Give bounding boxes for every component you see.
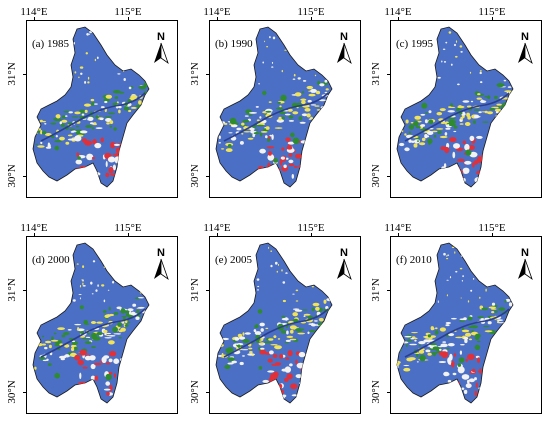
tick-mark xyxy=(217,233,218,237)
land-use-map xyxy=(396,242,514,404)
panel-label: (f) 2010 xyxy=(396,254,432,266)
river-line xyxy=(404,308,510,358)
tick-mark xyxy=(34,17,35,21)
tick-mark xyxy=(398,17,399,21)
land-use-map xyxy=(32,26,150,188)
land-use-map xyxy=(32,242,150,404)
north-arrow-label: N xyxy=(157,247,165,259)
latitude-label: 30°N xyxy=(6,164,18,188)
region-boundary xyxy=(396,242,514,404)
north-arrow-icon: N xyxy=(152,30,170,66)
longitude-label: 115°E xyxy=(478,6,506,18)
river-line xyxy=(40,92,146,142)
tick-mark xyxy=(128,17,129,21)
map-panel: 114°E 115°E 31°N 30°N (d) 2000 N xyxy=(6,222,182,415)
tick-mark xyxy=(387,176,391,177)
tick-mark xyxy=(34,233,35,237)
tick-mark xyxy=(206,74,210,75)
north-arrow-icon: N xyxy=(335,30,353,66)
region-boundary xyxy=(32,242,150,404)
latitude-label: 31°N xyxy=(370,278,382,302)
north-arrow-label: N xyxy=(157,31,165,43)
north-arrow-label: N xyxy=(521,247,529,259)
tick-mark xyxy=(311,17,312,21)
region-boundary xyxy=(32,26,150,188)
tick-mark xyxy=(492,233,493,237)
tick-mark xyxy=(206,176,210,177)
latitude-label: 31°N xyxy=(189,278,201,302)
tick-mark xyxy=(23,74,27,75)
river-line xyxy=(40,308,146,358)
north-arrow-icon: N xyxy=(152,246,170,282)
north-arrow-icon: N xyxy=(516,246,534,282)
region-boundary xyxy=(396,26,514,188)
river-line xyxy=(404,92,510,142)
longitude-label: 115°E xyxy=(114,6,142,18)
longitude-label: 115°E xyxy=(114,222,142,234)
latitude-label: 30°N xyxy=(370,380,382,404)
longitude-label: 114°E xyxy=(20,6,48,18)
tick-mark xyxy=(217,17,218,21)
north-arrow-label: N xyxy=(521,31,529,43)
north-arrow-icon: N xyxy=(516,30,534,66)
map-panel: 114°E 115°E 31°N 30°N (a) 1985 N xyxy=(6,6,182,199)
latitude-label: 30°N xyxy=(370,164,382,188)
river-line xyxy=(223,308,329,358)
longitude-label: 114°E xyxy=(203,222,231,234)
tick-mark xyxy=(23,176,27,177)
north-arrow-icon: N xyxy=(335,246,353,282)
tick-mark xyxy=(206,290,210,291)
latitude-label: 30°N xyxy=(6,380,18,404)
tick-mark xyxy=(387,290,391,291)
tick-mark xyxy=(398,233,399,237)
longitude-label: 114°E xyxy=(384,6,412,18)
panel-label: (b) 1990 xyxy=(215,38,253,50)
longitude-label: 114°E xyxy=(384,222,412,234)
longitude-label: 115°E xyxy=(478,222,506,234)
tick-mark xyxy=(387,74,391,75)
latitude-label: 31°N xyxy=(189,62,201,86)
longitude-label: 114°E xyxy=(203,6,231,18)
latitude-label: 31°N xyxy=(6,62,18,86)
tick-mark xyxy=(128,233,129,237)
land-use-map xyxy=(215,26,333,188)
longitude-label: 115°E xyxy=(297,222,325,234)
tick-mark xyxy=(387,392,391,393)
panel-label: (e) 2005 xyxy=(215,254,252,266)
tick-mark xyxy=(311,233,312,237)
longitude-label: 115°E xyxy=(297,6,325,18)
land-use-patches xyxy=(397,246,513,398)
latitude-label: 31°N xyxy=(370,62,382,86)
tick-mark xyxy=(492,17,493,21)
land-use-map xyxy=(215,242,333,404)
map-panel: 114°E 115°E 31°N 30°N (c) 1995 N xyxy=(370,6,546,199)
north-arrow-label: N xyxy=(340,247,348,259)
map-panel: 114°E 115°E 31°N 30°N (b) 1990 N xyxy=(189,6,365,199)
tick-mark xyxy=(206,392,210,393)
region-boundary xyxy=(215,242,333,404)
region-boundary xyxy=(215,26,333,188)
latitude-label: 30°N xyxy=(189,164,201,188)
latitude-label: 31°N xyxy=(6,278,18,302)
latitude-label: 30°N xyxy=(189,380,201,404)
land-use-map xyxy=(396,26,514,188)
tick-mark xyxy=(23,392,27,393)
tick-mark xyxy=(23,290,27,291)
north-arrow-label: N xyxy=(340,31,348,43)
map-panel: 114°E 115°E 31°N 30°N (e) 2005 N xyxy=(189,222,365,415)
map-panel: 114°E 115°E 31°N 30°N (f) 2010 N xyxy=(370,222,546,415)
river-line xyxy=(223,92,329,142)
longitude-label: 114°E xyxy=(20,222,48,234)
panel-label: (a) 1985 xyxy=(32,38,69,50)
panel-label: (d) 2000 xyxy=(32,254,70,266)
panel-label: (c) 1995 xyxy=(396,38,433,50)
